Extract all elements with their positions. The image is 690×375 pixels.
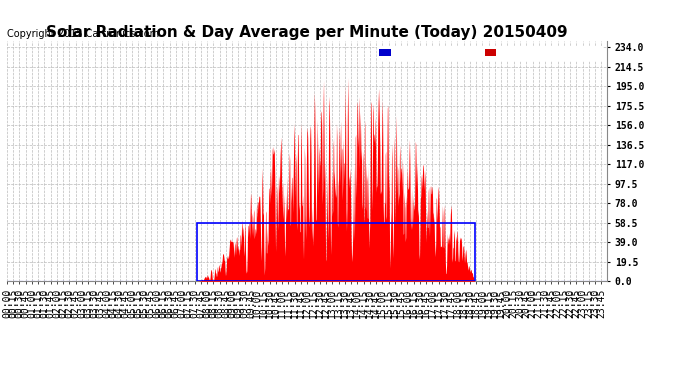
Legend: Median (W/m2), Radiation (W/m2): Median (W/m2), Radiation (W/m2) bbox=[377, 46, 602, 60]
Bar bbox=[197, 223, 475, 281]
Title: Solar Radiation & Day Average per Minute (Today) 20150409: Solar Radiation & Day Average per Minute… bbox=[46, 25, 568, 40]
Text: Copyright 2015 Cartronics.com: Copyright 2015 Cartronics.com bbox=[7, 29, 159, 39]
